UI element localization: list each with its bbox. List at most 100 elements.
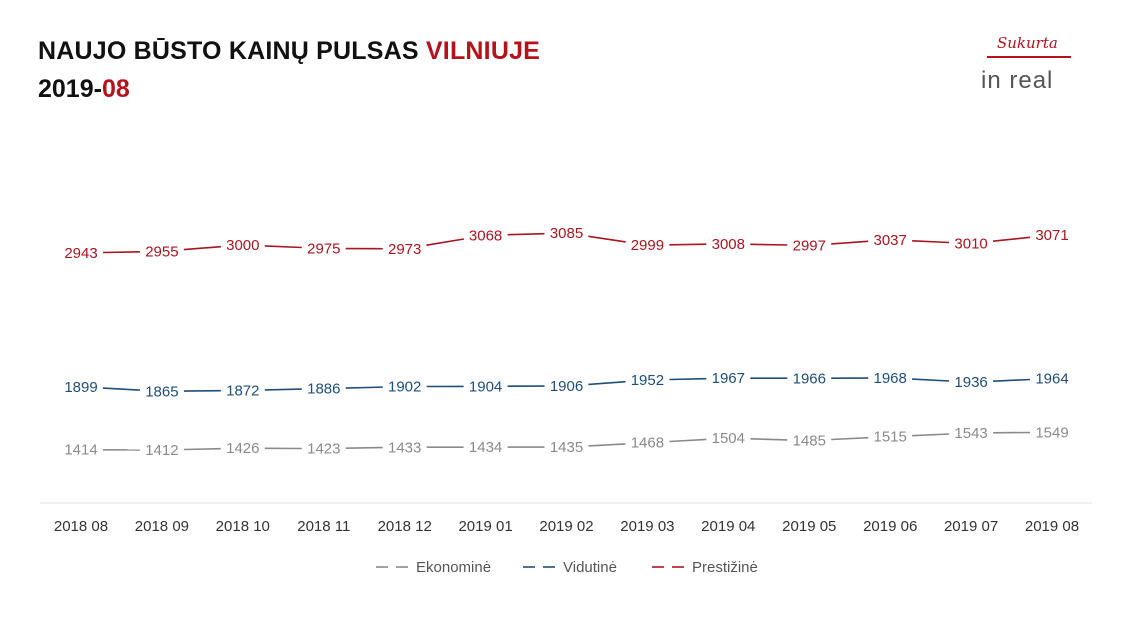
data-label: 1468 [631, 435, 664, 452]
data-label: 1485 [793, 433, 826, 450]
series-1: 1899 1865 1872 1886 1902 1904 1906 1952 1967 1966… [64, 370, 1068, 400]
data-label: 1515 [874, 429, 907, 446]
data-label: 1967 [712, 370, 745, 387]
x-tick-label: 2018 10 [216, 518, 270, 535]
x-tick-label: 2018 08 [54, 518, 108, 535]
chart-title: NAUJO BŪSTO KAINŲ PULSAS VILNIUJE [38, 36, 540, 66]
data-label: 3068 [469, 227, 502, 244]
data-label: 2999 [631, 237, 664, 254]
data-label: 1968 [874, 370, 907, 387]
series-segment [669, 377, 707, 381]
series-0: 1414 1412 1426 1423 1433 1434 1435 1468 1504 1485… [64, 424, 1068, 459]
x-tick-label: 2019 04 [701, 518, 755, 535]
series-segment [669, 243, 707, 246]
series-segment [264, 388, 302, 391]
series-segment [102, 251, 140, 254]
series-segment [912, 378, 950, 382]
data-label: 1964 [1035, 371, 1068, 388]
data-label: 1904 [469, 378, 502, 395]
chart-title-accent: VILNIUJE [425, 37, 541, 65]
series-segment [588, 380, 626, 386]
x-tick-label: 2019 05 [782, 518, 836, 535]
data-label: 1886 [307, 381, 340, 398]
data-label: 1414 [64, 442, 97, 459]
data-label: 1902 [388, 379, 421, 396]
legend-item: Ekonominė [376, 559, 491, 576]
data-label: 3037 [874, 232, 907, 249]
series-segment [507, 232, 545, 236]
legend-item: Vidutinė [523, 559, 617, 576]
data-label: 1872 [226, 382, 259, 399]
legend: Ekonominė Vidutinė Prestižinė [376, 559, 758, 576]
series-segment [750, 438, 788, 441]
logo-brand: in real [981, 67, 1054, 94]
legend-label: Ekonominė [416, 559, 491, 576]
data-label: 3071 [1035, 227, 1068, 244]
data-label: 3000 [226, 237, 259, 254]
data-label: 1966 [793, 370, 826, 387]
series-segment [183, 245, 221, 251]
data-label: 2997 [793, 237, 826, 254]
series-segment [750, 243, 788, 246]
data-label: 3008 [712, 236, 745, 253]
data-label: 1434 [469, 439, 502, 456]
series-segment [993, 378, 1031, 382]
series-segment [912, 433, 950, 437]
data-label: 1412 [145, 442, 178, 459]
data-label: 1899 [64, 379, 97, 396]
series-segment [264, 245, 302, 249]
series-2: 2943 2955 3000 2975 2973 3068 3085 2999 3008 2997… [64, 225, 1068, 262]
x-tick-label: 2018 12 [378, 518, 432, 535]
logo-rule [987, 56, 1071, 58]
series-segment [669, 438, 707, 443]
logo-tagline: Sukurta [997, 34, 1058, 52]
data-label: 1865 [145, 383, 178, 400]
chart-subtitle-main: 2019- [38, 75, 102, 103]
chart-subtitle-accent: 08 [101, 75, 130, 103]
data-label: 1504 [712, 430, 745, 447]
data-label: 1433 [388, 439, 421, 456]
data-label: 2975 [307, 241, 340, 258]
data-label: 1952 [631, 372, 664, 389]
x-tick-label: 2018 09 [135, 518, 189, 535]
series-segment [588, 235, 626, 243]
series-segment [831, 240, 869, 245]
chart-title-main: NAUJO BŪSTO KAINŲ PULSAS [38, 37, 426, 65]
chart-subtitle: 2019-08 [38, 74, 130, 104]
data-label: 1435 [550, 439, 583, 456]
data-label: 1906 [550, 378, 583, 395]
x-tick-label: 2019 06 [863, 518, 917, 535]
brand-logo: Sukurta in real [975, 30, 1085, 100]
data-label: 2973 [388, 241, 421, 258]
series-segment [831, 436, 869, 441]
data-label: 3010 [954, 236, 987, 253]
series-layer: 1414 1412 1426 1423 1433 1434 1435 1468 1504 1485… [64, 225, 1068, 459]
series-segment [345, 386, 383, 389]
data-label: 2943 [64, 245, 97, 262]
x-tick-label: 2019 08 [1025, 518, 1079, 535]
x-tick-label: 2018 11 [297, 518, 350, 535]
series-segment [102, 387, 140, 391]
x-tick-label: 2019 02 [539, 518, 593, 535]
series-segment [345, 446, 383, 449]
legend-label: Prestižinė [692, 559, 758, 576]
x-tick-labels: 2018 08 2018 09 2018 10 2018 11 2018 12 2019 … [54, 518, 1079, 535]
data-label: 1549 [1035, 424, 1068, 441]
series-segment [992, 236, 1031, 242]
x-tick-label: 2019 01 [458, 518, 512, 535]
data-label: 1423 [307, 441, 340, 458]
series-segment [588, 443, 626, 447]
series-segment [426, 238, 465, 246]
x-tick-label: 2019 07 [944, 518, 998, 535]
data-label: 3085 [550, 225, 583, 242]
data-label: 1543 [954, 425, 987, 442]
data-label: 1426 [226, 440, 259, 457]
data-label: 1936 [954, 374, 987, 391]
x-tick-label: 2019 03 [620, 518, 674, 535]
data-label: 2955 [145, 243, 178, 260]
series-segment [183, 447, 221, 451]
series-segment [912, 240, 950, 244]
legend-item: Prestižinė [652, 559, 758, 576]
legend-label: Vidutinė [563, 559, 617, 576]
